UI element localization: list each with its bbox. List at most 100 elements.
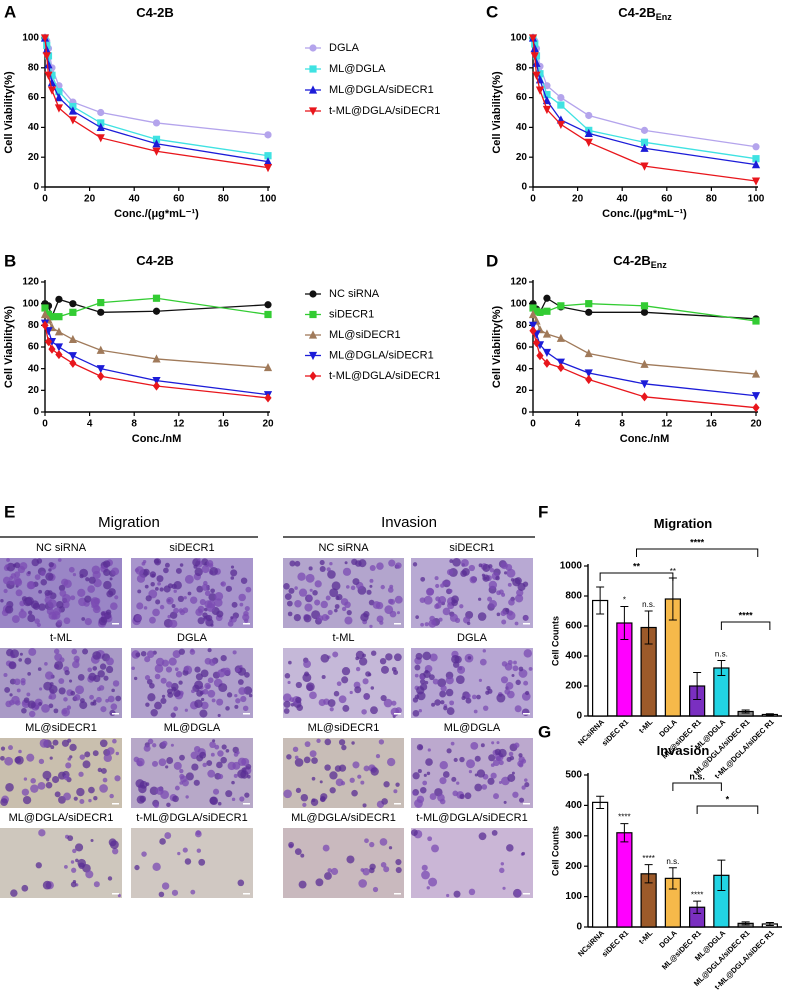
cell [388,559,396,567]
cell [208,658,217,666]
cell [465,697,472,704]
cell [220,654,227,662]
cell [220,756,227,764]
marker [557,302,565,310]
cell [173,589,177,593]
cell [84,595,92,603]
cell [498,748,507,758]
cell [478,832,487,841]
cell [368,867,375,874]
marker [152,119,161,127]
cell [320,600,328,609]
cell [87,585,96,593]
cell [511,673,515,678]
cell [491,741,495,745]
cell [414,673,419,678]
cell [5,700,12,708]
image-label: t-ML [333,632,355,644]
cell [372,886,379,893]
error-bar [620,823,629,843]
cell [515,594,524,603]
y-tick-label: 60 [516,342,528,353]
cell [110,602,118,611]
cell [329,771,338,780]
cell [481,784,488,790]
cell [467,656,472,660]
cell [40,570,46,577]
y-tick-label: 200 [565,861,582,872]
cell [468,769,473,774]
cell [305,682,315,692]
marker [584,138,593,147]
cell [199,599,206,606]
cell [205,684,211,689]
y-tick-label: 80 [516,320,528,331]
cell [39,738,49,748]
cell [21,884,29,892]
cell [380,862,387,868]
cell [352,761,360,769]
y-tick-label: 800 [565,591,582,602]
cell [351,558,358,566]
cell [424,622,429,627]
cell [362,653,366,658]
cell [350,585,356,591]
cell [112,738,117,744]
significance-bracket [696,805,759,814]
cell [203,580,208,586]
cell [295,681,302,689]
cell [370,706,378,715]
image-label: ML@siDECR1 [308,722,380,734]
group-title: Invasion [381,514,437,531]
cell [420,622,424,627]
cell [58,584,66,592]
cell [97,670,105,678]
cell [362,867,370,876]
cell [179,768,184,774]
cell [234,704,239,709]
cell [431,844,439,853]
cell [524,782,530,788]
cell [309,750,317,758]
cell [56,619,63,626]
cell [44,589,51,597]
marker [308,351,318,361]
cell [295,696,302,704]
cell [210,588,215,594]
cell [286,754,292,760]
y-axis-label: Cell Viability(%) [491,71,503,154]
error-bar [596,795,605,809]
cell [344,616,353,625]
cell [6,558,10,562]
cell [179,754,185,761]
cell [426,886,430,890]
cell [68,679,73,683]
cell [150,582,155,587]
cell [53,708,59,714]
cell [239,664,243,668]
cell [142,568,150,576]
cell [185,795,189,799]
cell [349,777,355,783]
cell [42,880,52,890]
x-tick-label: 0 [530,419,536,430]
significance-label: ** [670,567,676,576]
cell [507,582,512,587]
marker [264,301,272,309]
scale-bar [112,713,119,715]
cell [190,648,194,653]
cell [79,799,85,804]
cell [502,886,506,890]
cell [230,576,235,580]
cell [154,673,161,680]
cell [225,790,233,798]
cell [508,598,515,606]
cell [496,741,500,745]
cell [496,693,506,703]
legend-label: ML@DGLA/siDECR1 [329,84,434,96]
cell [446,568,454,576]
marker [532,58,541,67]
cell [22,795,32,805]
marker [752,317,760,325]
cell [14,562,21,569]
